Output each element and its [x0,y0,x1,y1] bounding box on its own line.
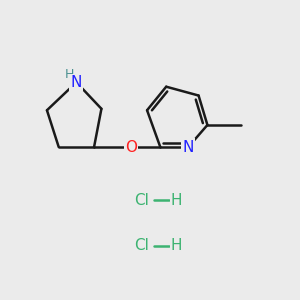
Text: N: N [183,140,194,154]
Text: N: N [71,75,82,90]
Text: O: O [125,140,137,154]
Text: H: H [171,238,182,253]
Text: H: H [171,193,182,208]
Text: H: H [65,68,75,80]
Text: Cl: Cl [134,193,148,208]
Text: Cl: Cl [134,238,148,253]
